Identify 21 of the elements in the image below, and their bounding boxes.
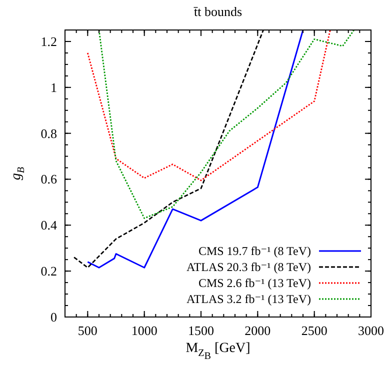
- y-tick-label: 1: [50, 80, 57, 95]
- x-tick-label: 1500: [188, 323, 214, 338]
- x-axis-title: M$_{Z}$$_{B}$ [GeV]: [186, 341, 250, 362]
- y-tick-label: 0.8: [40, 126, 57, 141]
- line-series: [86, 30, 331, 182]
- legend-label: ATLAS 20.3 fb⁻¹ (8 TeV): [186, 260, 311, 274]
- line-series: [98, 30, 355, 219]
- x-tick-label: 1000: [131, 323, 158, 338]
- x-tick-label: 2500: [301, 323, 328, 338]
- x-tick-label: 3000: [358, 323, 384, 338]
- chart-title: t̄t bounds: [194, 4, 242, 19]
- legend-label: CMS 19.7 fb⁻¹ (8 TeV): [198, 244, 311, 258]
- legend-label: ATLAS 3.2 fb⁻¹ (13 TeV): [186, 292, 311, 306]
- y-tick-label: 0.4: [40, 218, 58, 233]
- x-tick-label: 2000: [244, 323, 271, 338]
- y-tick-label: 0: [50, 310, 57, 324]
- x-tick-label: 500: [78, 323, 98, 338]
- y-tick-label: 0.2: [40, 264, 57, 279]
- y-tick-label: 1.2: [40, 34, 57, 49]
- legend-label: CMS 2.6 fb⁻¹ (13 TeV): [198, 276, 311, 290]
- y-tick-label: 0.6: [40, 172, 58, 187]
